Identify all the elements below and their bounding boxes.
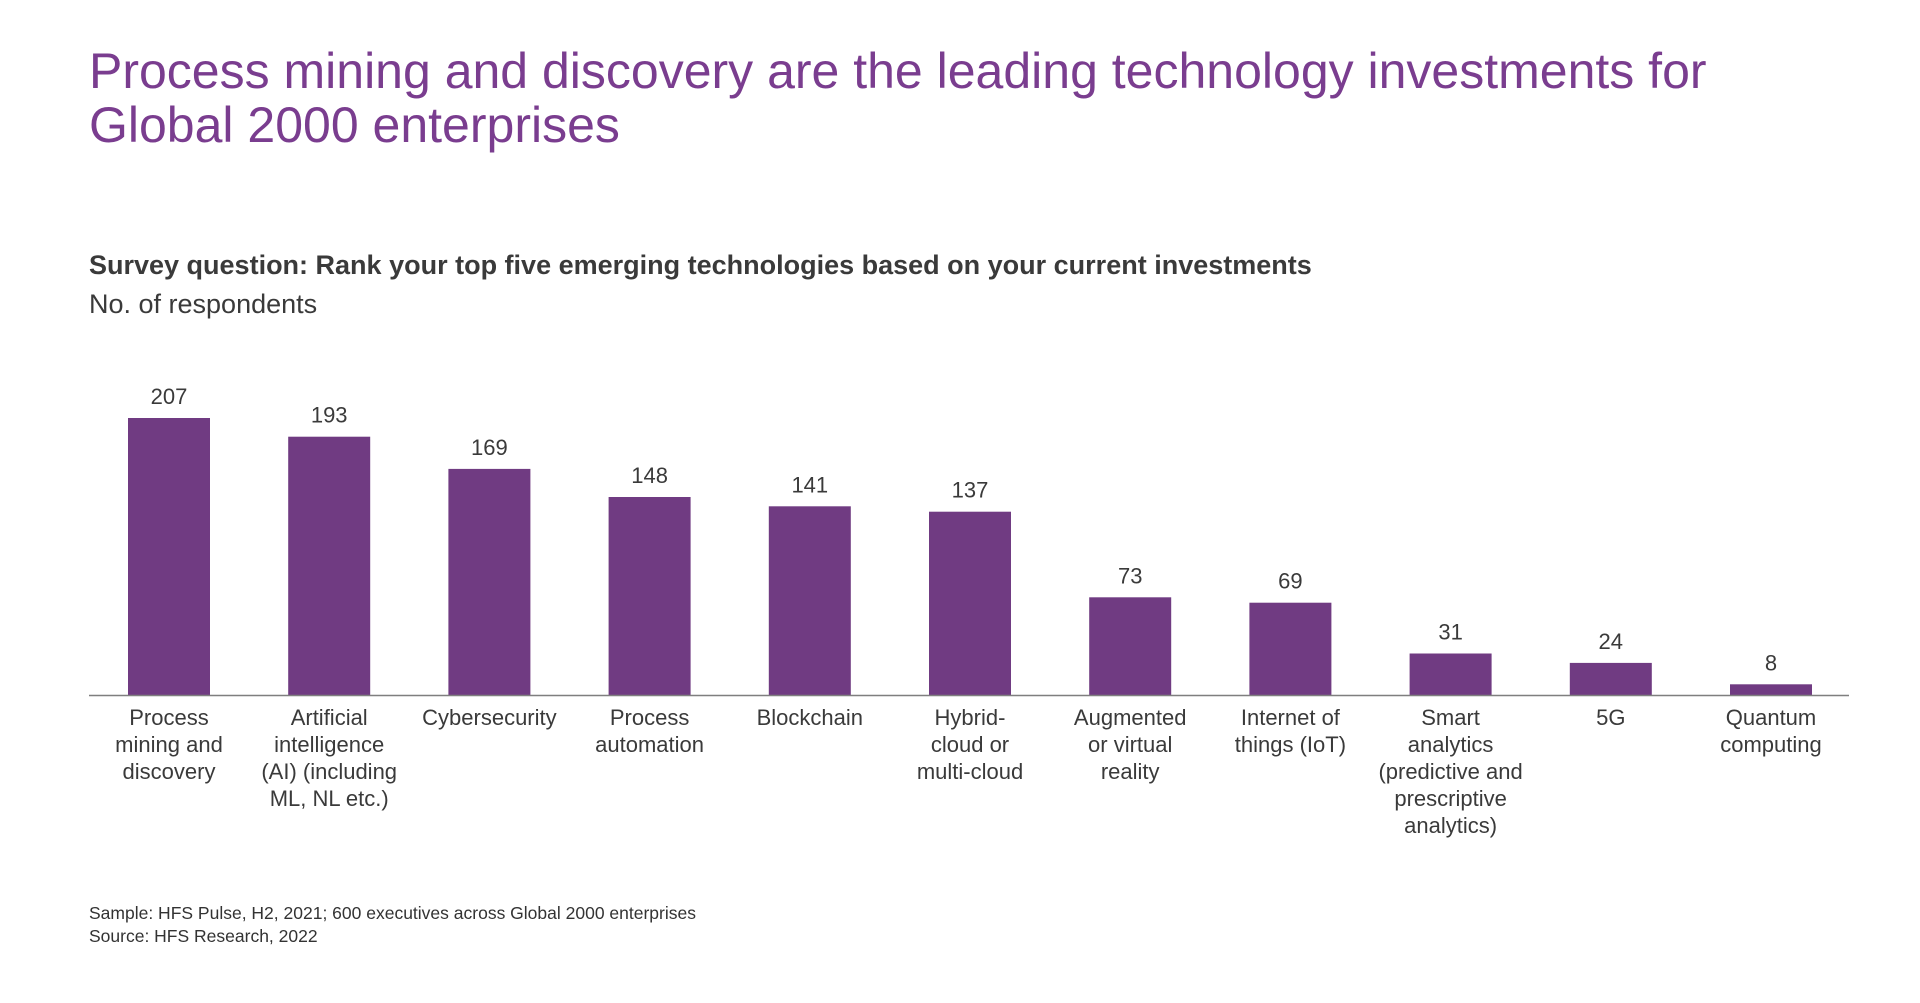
category-label-line: (predictive and — [1378, 759, 1522, 784]
category-label-line: reality — [1101, 759, 1160, 784]
category-label-line: mining and — [115, 732, 223, 757]
category-label-line: prescriptive — [1394, 786, 1506, 811]
value-label-5: 141 — [791, 472, 828, 497]
category-label-line: or virtual — [1088, 732, 1172, 757]
category-label-line: ML, NL etc.) — [270, 786, 389, 811]
bar-3 — [448, 468, 531, 695]
value-label-8: 69 — [1278, 569, 1302, 594]
category-label-line: (AI) (including — [261, 759, 397, 784]
category-label-6: Hybrid-cloud or multi-cloud — [917, 705, 1023, 784]
footnote-source: Source: HFS Research, 2022 — [89, 926, 318, 946]
value-label-1: 207 — [151, 384, 188, 409]
category-label-line: Internet of — [1241, 705, 1341, 730]
value-label-10: 24 — [1599, 629, 1623, 654]
bar-10 — [1569, 662, 1652, 695]
value-label-3: 169 — [471, 435, 508, 460]
value-label-4: 148 — [631, 463, 668, 488]
category-label-4: Process automation — [595, 705, 704, 757]
footnotes: Sample: HFS Pulse, H2, 2021; 600 executi… — [89, 902, 696, 948]
category-label-line: cloud or — [931, 732, 1009, 757]
category-label-1: Process mining and discovery — [115, 705, 223, 784]
bar-11 — [1730, 684, 1812, 695]
category-label-line: Hybrid- — [935, 705, 1006, 730]
category-label-line: analytics) — [1404, 813, 1497, 838]
category-label-line: analytics — [1408, 732, 1494, 757]
chart-title-line-2: Global 2000 enterprises — [89, 97, 620, 153]
category-label-3: Cybersecurity — [422, 705, 556, 730]
category-label-5: Blockchain — [757, 705, 863, 730]
category-label-line: discovery — [123, 759, 216, 784]
chart-title: Process mining and discovery are the lea… — [89, 44, 1869, 152]
category-label-line: Blockchain — [757, 705, 863, 730]
unit-label: No. of respondents — [89, 289, 318, 319]
value-label-7: 73 — [1118, 563, 1142, 588]
category-label-11: Quantum computing — [1720, 705, 1822, 757]
category-label-9: Smart analytics (predictive and prescriptiv… — [1378, 705, 1522, 838]
value-label-11: 8 — [1765, 650, 1777, 675]
value-label-9: 31 — [1438, 620, 1462, 645]
category-label-line: intelligence — [274, 732, 384, 757]
category-label-line: Artificial — [291, 705, 368, 730]
bar-6 — [929, 511, 1011, 695]
bar-1 — [128, 418, 210, 695]
footnote-sample: Sample: HFS Pulse, H2, 2021; 600 executi… — [89, 903, 696, 923]
bar-5 — [768, 506, 851, 695]
value-label-2: 193 — [311, 403, 348, 428]
category-label-line: multi-cloud — [917, 759, 1023, 784]
value-label-6: 137 — [952, 478, 989, 503]
category-label-line: Process — [129, 705, 208, 730]
value-labels-group: 207 193 169 148 141 137 73 69 31 24 8 — [151, 384, 1777, 675]
category-label-line: things (IoT) — [1235, 732, 1346, 757]
category-label-2: Artificial intelligence (AI) (including ML,… — [261, 705, 397, 811]
category-label-7: Augmented or virtual reality — [1074, 705, 1187, 784]
category-label-line: Process — [610, 705, 689, 730]
bar-4 — [608, 497, 691, 695]
category-label-line: 5G — [1596, 705, 1625, 730]
bars-group — [128, 418, 1812, 695]
category-label-line: computing — [1720, 732, 1822, 757]
bar-9 — [1409, 653, 1492, 695]
category-label-8: Internet of things (IoT) — [1235, 705, 1346, 757]
category-label-line: Quantum — [1726, 705, 1817, 730]
category-label-line: Augmented — [1074, 705, 1187, 730]
bar-7 — [1089, 597, 1172, 695]
survey-question: Survey question: Rank your top five emer… — [89, 250, 1312, 280]
category-label-line: Cybersecurity — [422, 705, 556, 730]
bar-2 — [288, 436, 371, 695]
category-label-line: Smart — [1421, 705, 1480, 730]
bar-8 — [1249, 602, 1332, 695]
category-label-line: automation — [595, 732, 704, 757]
chart-title-line-1: Process mining and discovery are the lea… — [89, 43, 1707, 99]
category-label-10: 5G — [1596, 705, 1625, 730]
